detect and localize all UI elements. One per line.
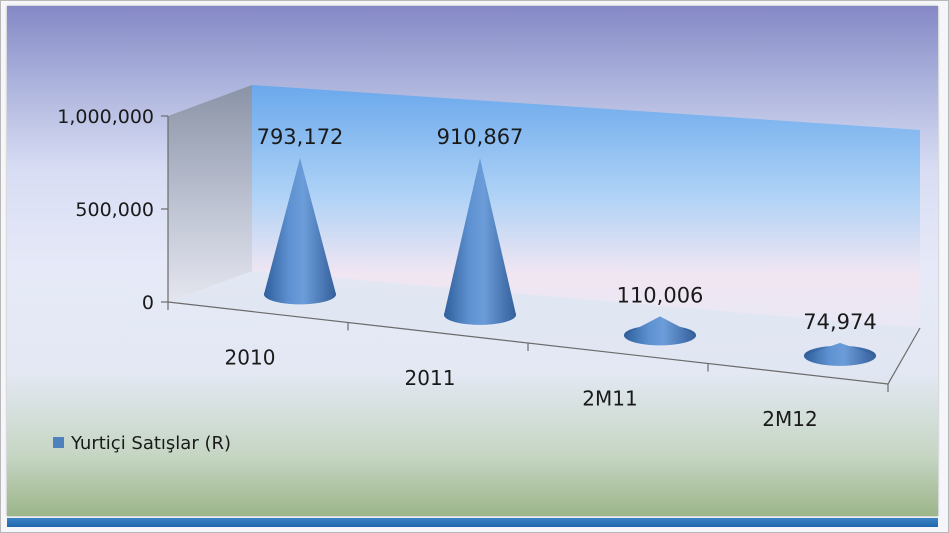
floor-right-edge (887, 327, 921, 385)
data-label: 910,867 (437, 125, 524, 149)
category-label: 2M12 (762, 407, 817, 431)
y-tick-label: 1,000,000 (57, 106, 154, 128)
legend-swatch (53, 437, 64, 448)
chart-bottom-band (7, 518, 938, 527)
cone-2011 (444, 158, 516, 325)
cone-body (264, 157, 336, 305)
cone-2m12 (804, 342, 876, 366)
cone-body (624, 316, 696, 346)
category-label: 2010 (225, 345, 276, 369)
floor (168, 271, 920, 384)
y-tick-label: 0 (142, 292, 154, 314)
side-wall (168, 85, 252, 302)
cone-2010 (264, 157, 336, 305)
legend: Yurtiçi Satışlar (R) (53, 433, 231, 454)
category-labels: 2010 2011 2M11 2M12 (225, 345, 818, 431)
category-label: 2011 (405, 366, 456, 390)
cone-body (444, 158, 516, 325)
data-labels: 793,172 910,867 110,006 74,974 (257, 125, 877, 334)
cone-2m11 (624, 316, 696, 346)
x-axis-ticks (167, 302, 889, 392)
legend-label: Yurtiçi Satışlar (R) (70, 433, 231, 454)
data-label: 110,006 (617, 283, 704, 307)
data-label: 74,974 (803, 310, 876, 334)
back-wall (252, 85, 920, 328)
y-tick-label: 500,000 (75, 199, 154, 221)
data-label: 793,172 (257, 125, 344, 149)
cone-body (804, 342, 876, 366)
category-label: 2M11 (582, 386, 637, 410)
y-axis-ticks: 0 500,000 1,000,000 (57, 106, 168, 314)
cone-series (264, 157, 876, 366)
